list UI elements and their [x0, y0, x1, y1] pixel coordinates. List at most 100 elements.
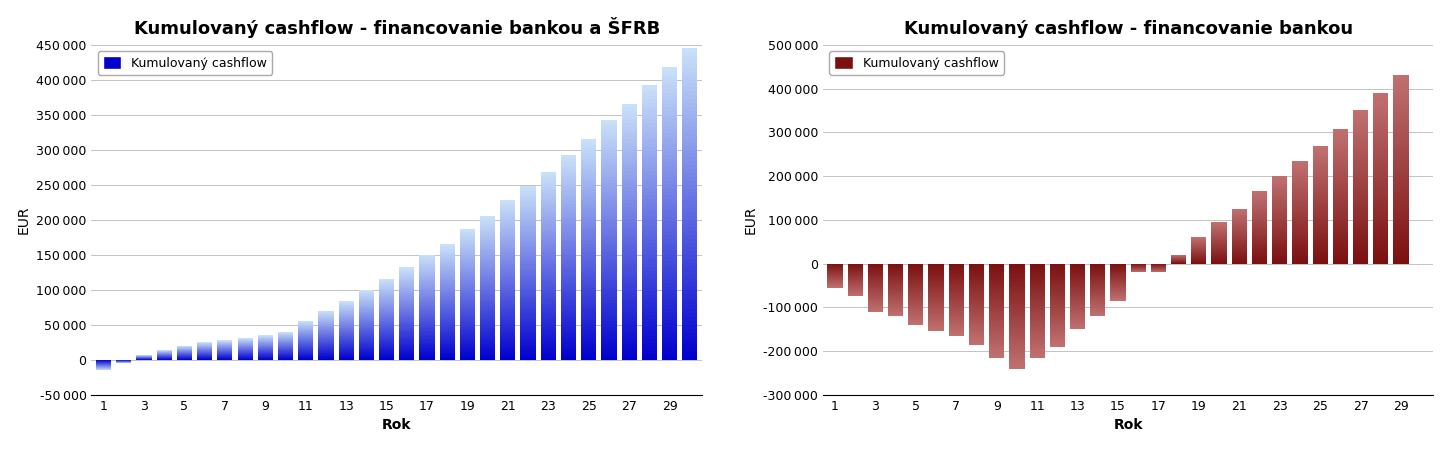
Bar — [1050, 323, 1064, 324]
Bar — [561, 286, 576, 288]
Bar — [419, 347, 435, 348]
Bar — [480, 335, 496, 337]
Bar — [1030, 352, 1044, 353]
Bar — [541, 252, 555, 254]
Bar — [969, 318, 985, 319]
Bar — [1292, 261, 1308, 262]
Bar — [928, 304, 944, 305]
Bar — [439, 322, 455, 324]
Bar — [642, 113, 657, 116]
Y-axis label: EUR: EUR — [744, 206, 757, 234]
Bar — [887, 289, 903, 290]
Bar — [480, 324, 496, 326]
Bar — [1292, 195, 1308, 197]
Bar — [439, 296, 455, 298]
Bar — [581, 272, 596, 274]
Bar — [480, 308, 496, 310]
Bar — [887, 274, 903, 275]
Bar — [1251, 223, 1267, 224]
Bar — [1212, 256, 1227, 257]
Bar — [969, 343, 985, 344]
Bar — [622, 261, 637, 264]
Bar — [1312, 242, 1328, 243]
Bar — [1292, 234, 1308, 235]
Bar — [1111, 274, 1125, 275]
Bar — [1373, 204, 1388, 206]
Bar — [887, 310, 903, 311]
Bar — [1312, 225, 1328, 227]
Bar — [1231, 230, 1247, 231]
Bar — [358, 306, 374, 307]
Bar — [1090, 315, 1105, 316]
Bar — [439, 277, 455, 279]
Bar — [1030, 291, 1044, 292]
Bar — [1251, 263, 1267, 264]
Bar — [1009, 320, 1025, 321]
Bar — [1090, 277, 1105, 278]
Bar — [682, 247, 697, 251]
Bar — [561, 222, 576, 224]
Bar — [1333, 147, 1348, 149]
Bar — [521, 210, 535, 212]
Legend: Kumulovaný cashflow: Kumulovaný cashflow — [97, 51, 273, 75]
Bar — [399, 326, 415, 328]
Bar — [561, 178, 576, 181]
Bar — [869, 297, 883, 298]
Bar — [1231, 221, 1247, 222]
Bar — [622, 168, 637, 172]
Bar — [1050, 279, 1064, 280]
Bar — [642, 281, 657, 284]
Bar — [1251, 233, 1267, 234]
Bar — [1251, 216, 1267, 217]
Bar — [419, 297, 435, 298]
Bar — [480, 245, 496, 247]
Bar — [908, 273, 924, 274]
Bar — [1050, 343, 1064, 345]
Bar — [948, 290, 964, 291]
Bar — [682, 161, 697, 165]
Bar — [1030, 284, 1044, 285]
Bar — [663, 316, 677, 320]
Bar — [869, 266, 883, 267]
Bar — [1070, 270, 1085, 271]
Bar — [1373, 229, 1388, 232]
Bar — [541, 343, 555, 346]
Bar — [682, 79, 697, 84]
Bar — [1272, 188, 1288, 189]
Bar — [908, 293, 924, 294]
Bar — [1111, 265, 1125, 266]
Bar — [1272, 195, 1288, 196]
Bar — [419, 345, 435, 347]
Bar — [1333, 262, 1348, 264]
Bar — [1353, 189, 1369, 191]
Bar — [969, 269, 985, 270]
Bar — [581, 291, 596, 294]
Bar — [480, 342, 496, 344]
Bar — [948, 276, 964, 277]
Bar — [663, 184, 677, 188]
Bar — [439, 282, 455, 283]
Bar — [378, 288, 394, 290]
Bar — [581, 341, 596, 343]
Bar — [1393, 214, 1408, 216]
Bar — [663, 89, 677, 93]
Bar — [1090, 295, 1105, 296]
Bar — [378, 313, 394, 315]
Bar — [1312, 158, 1328, 159]
Bar — [541, 325, 555, 327]
Bar — [399, 279, 415, 280]
Bar — [338, 305, 354, 306]
Bar — [399, 314, 415, 315]
Bar — [1373, 157, 1388, 159]
Bar — [500, 236, 515, 238]
Bar — [439, 291, 455, 292]
Bar — [399, 274, 415, 276]
Bar — [480, 317, 496, 319]
Bar — [1050, 328, 1064, 329]
Bar — [642, 102, 657, 106]
Bar — [869, 272, 883, 273]
Bar — [378, 340, 394, 341]
Bar — [1312, 215, 1328, 217]
Bar — [1333, 218, 1348, 220]
Bar — [419, 319, 435, 321]
